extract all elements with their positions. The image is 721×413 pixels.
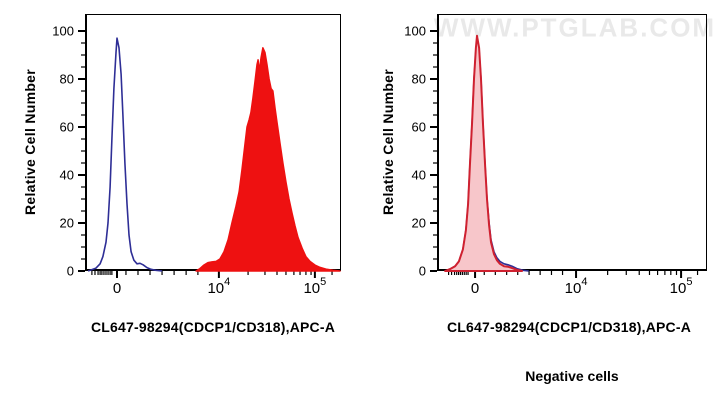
- left-x-axis-label: CL647-98294(CDCP1/CD318),APC-A: [90, 319, 336, 335]
- left-y-axis-label: Relative Cell Number: [22, 68, 38, 216]
- y-tick-label-0: 0: [67, 264, 74, 279]
- y-tick-label-100: 100: [404, 24, 426, 39]
- x-tick-label-10e5: 105: [670, 276, 693, 297]
- y-tick-label-20: 20: [412, 216, 426, 231]
- x-tick-label-10e4: 104: [207, 276, 230, 297]
- right-y-axis-label: Relative Cell Number: [380, 68, 396, 216]
- series-negative-cells-curve: [444, 34, 523, 272]
- y-tick-label-100: 100: [52, 24, 74, 39]
- negative-cells-histogram-plot: 0 20 40 60 80 100 0 104 105: [404, 14, 707, 297]
- y-tick-label-40: 40: [60, 168, 74, 183]
- y-tick-label-80: 80: [412, 72, 426, 87]
- series-cl647-cdcp1-stained-curve: [195, 47, 341, 272]
- x-tick-label-0: 0: [113, 280, 121, 297]
- series-unstained-control-curve: [87, 37, 163, 272]
- y-tick-label-60: 60: [412, 120, 426, 135]
- y-tick-label-60: 60: [60, 120, 74, 135]
- y-tick-label-40: 40: [412, 168, 426, 183]
- cl647-stained-histogram-plot: 0 20 40 60 80 100 0 104 105: [52, 14, 341, 297]
- right-x-axis-label: CL647-98294(CDCP1/CD318),APC-A: [446, 319, 692, 335]
- y-tick-label-20: 20: [60, 216, 74, 231]
- x-tick-label-10e5: 105: [303, 276, 326, 297]
- y-tick-label-80: 80: [60, 72, 74, 87]
- x-tick-label-10e4: 104: [565, 276, 588, 297]
- x-tick-label-0: 0: [471, 280, 479, 297]
- ptglab-watermark: WWW.PTGLAB.COM: [433, 12, 717, 43]
- negative-cells-caption: Negative cells: [525, 368, 619, 384]
- y-tick-label-0: 0: [419, 264, 426, 279]
